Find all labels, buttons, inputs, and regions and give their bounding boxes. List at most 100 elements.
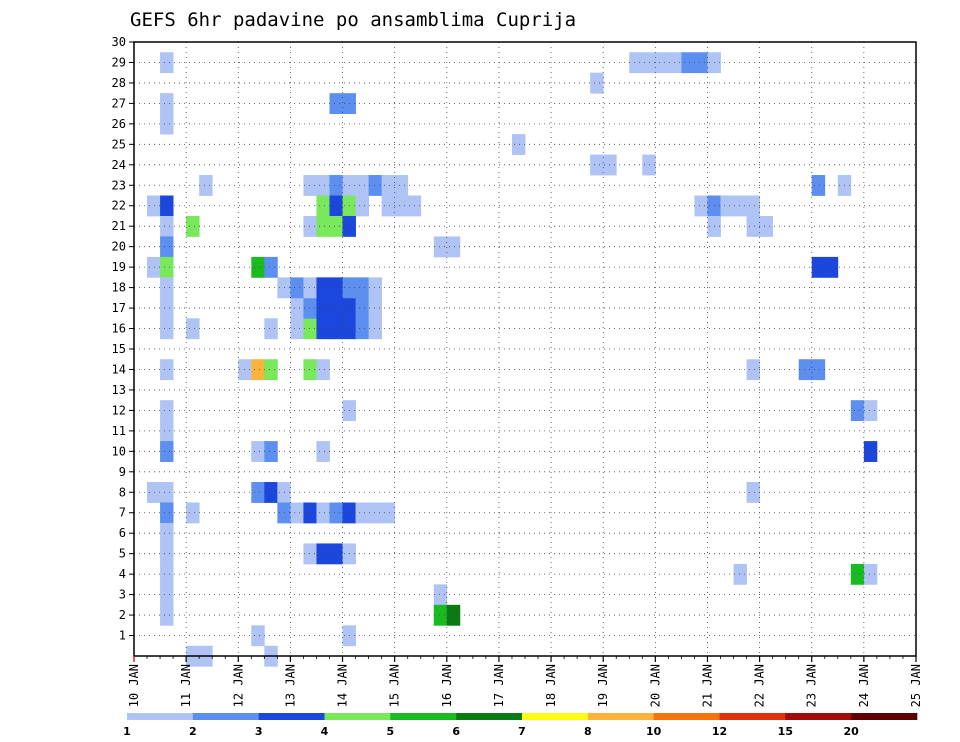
data-cell	[186, 502, 200, 524]
y-tick-label: 15	[112, 342, 126, 356]
y-tick-label: 7	[119, 506, 126, 520]
legend-swatch	[192, 713, 259, 720]
data-cell	[316, 297, 330, 319]
legend-swatch	[522, 713, 589, 720]
legend-label: 20	[844, 725, 860, 738]
data-cell	[251, 482, 265, 503]
y-tick-label: 16	[112, 322, 126, 336]
data-cell	[446, 236, 461, 258]
data-cell	[160, 93, 174, 115]
data-cell	[381, 195, 396, 217]
data-cell	[433, 236, 448, 258]
data-cell	[186, 215, 200, 237]
data-cell	[811, 175, 826, 196]
legend-swatch	[587, 713, 654, 720]
data-cell	[264, 256, 278, 278]
y-tick-label: 11	[112, 424, 126, 438]
data-cell	[160, 359, 174, 381]
data-cell	[147, 195, 161, 217]
data-cell	[733, 195, 747, 217]
data-cell	[811, 359, 826, 381]
data-cell	[368, 175, 383, 196]
x-tick-label: 11 JAN	[179, 664, 193, 707]
x-tick-label: 21 JAN	[700, 664, 714, 707]
data-cell	[160, 236, 174, 258]
data-cell	[681, 52, 695, 74]
y-tick-label: 2	[119, 608, 126, 622]
data-cell	[290, 318, 304, 340]
data-cell	[368, 318, 383, 340]
legend-label: 10	[646, 725, 662, 738]
color-legend: 1 2 3 4 5 6 7 8 10 12 15 20	[123, 713, 918, 738]
x-tick-label: 13 JAN	[283, 664, 297, 707]
data-cell	[433, 584, 448, 606]
data-cell	[446, 604, 461, 626]
data-cell	[160, 563, 174, 585]
y-tick-label: 27	[112, 96, 126, 110]
x-tick-label: 14 JAN	[336, 664, 350, 707]
data-cell	[160, 584, 174, 606]
y-tick-label: 18	[112, 281, 126, 295]
data-cell	[746, 482, 760, 503]
legend-label: 6	[452, 725, 460, 738]
data-cell	[303, 359, 317, 381]
data-cell	[316, 215, 330, 237]
data-cell	[160, 543, 174, 565]
data-cell	[394, 175, 409, 196]
data-cell	[394, 195, 409, 217]
y-tick-label: 28	[112, 76, 126, 90]
data-cell	[147, 256, 161, 278]
data-cell	[355, 502, 369, 524]
y-tick-label: 29	[112, 55, 126, 69]
legend-swatch	[785, 713, 852, 720]
y-tick-label: 10	[112, 444, 126, 458]
legend-swatch	[719, 713, 786, 720]
data-cell	[355, 297, 369, 319]
data-cell	[329, 195, 343, 217]
data-cell	[160, 256, 174, 278]
y-tick-label: 24	[112, 158, 126, 172]
y-tick-label: 9	[119, 465, 126, 479]
data-cell	[160, 441, 174, 462]
legend-label: 1	[123, 725, 131, 738]
data-cell	[160, 400, 174, 422]
x-tick-label: 16 JAN	[440, 664, 454, 707]
y-tick-label: 21	[112, 219, 126, 233]
data-cell	[316, 175, 330, 196]
data-cell	[629, 52, 643, 74]
data-cell	[160, 482, 174, 503]
data-cell	[511, 134, 526, 155]
data-cell	[694, 52, 708, 74]
x-tick-label: 17 JAN	[492, 664, 506, 707]
data-cell	[590, 154, 604, 176]
data-cell	[303, 543, 317, 565]
legend-swatch	[258, 713, 325, 720]
legend-swatch	[653, 713, 720, 720]
data-cell	[160, 502, 174, 524]
x-tick-label: 12 JAN	[231, 664, 245, 707]
y-axis: 1234567891011121314151617181920212223242…	[112, 35, 134, 643]
legend-swatch	[324, 713, 391, 720]
data-cell	[720, 195, 734, 217]
data-cell	[316, 195, 330, 217]
legend-swatch	[456, 713, 523, 720]
data-cell	[329, 277, 343, 299]
legend-swatch	[851, 713, 918, 720]
y-tick-label: 26	[112, 117, 126, 131]
data-cell	[381, 175, 396, 196]
x-tick-label: 22 JAN	[753, 664, 767, 707]
data-cell	[329, 215, 343, 237]
data-cell	[303, 277, 317, 299]
y-tick-label: 12	[112, 403, 126, 417]
y-tick-label: 20	[112, 240, 126, 254]
data-cell	[303, 318, 317, 340]
x-axis: 10 JAN 11 JAN 12 JAN 13 JAN 14 JAN 15 JAN 16 J…	[127, 656, 923, 707]
data-cell	[290, 277, 304, 299]
data-cell	[798, 359, 813, 381]
data-cell	[368, 502, 383, 524]
data-cell	[355, 195, 369, 217]
data-cell	[863, 400, 878, 422]
data-cell	[264, 318, 278, 340]
data-cell	[368, 297, 383, 319]
